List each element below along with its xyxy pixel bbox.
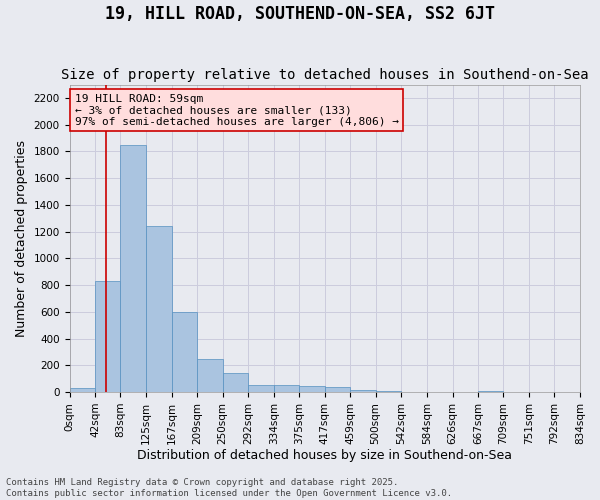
Bar	[274, 386, 299, 392]
Y-axis label: Number of detached properties: Number of detached properties	[15, 140, 28, 337]
Bar	[223, 372, 248, 392]
Bar	[197, 358, 223, 392]
Bar	[95, 281, 121, 392]
Bar	[299, 386, 325, 392]
Bar	[146, 226, 172, 392]
Bar	[172, 312, 197, 392]
Text: 19 HILL ROAD: 59sqm
← 3% of detached houses are smaller (133)
97% of semi-detach: 19 HILL ROAD: 59sqm ← 3% of detached hou…	[74, 94, 398, 127]
Bar	[248, 384, 274, 392]
Title: Size of property relative to detached houses in Southend-on-Sea: Size of property relative to detached ho…	[61, 68, 589, 82]
Text: 19, HILL ROAD, SOUTHEND-ON-SEA, SS2 6JT: 19, HILL ROAD, SOUTHEND-ON-SEA, SS2 6JT	[105, 5, 495, 23]
Bar	[121, 144, 146, 392]
Bar	[350, 390, 376, 392]
Text: Contains HM Land Registry data © Crown copyright and database right 2025.
Contai: Contains HM Land Registry data © Crown c…	[6, 478, 452, 498]
Bar	[70, 388, 95, 392]
Bar	[325, 388, 350, 392]
X-axis label: Distribution of detached houses by size in Southend-on-Sea: Distribution of detached houses by size …	[137, 450, 512, 462]
